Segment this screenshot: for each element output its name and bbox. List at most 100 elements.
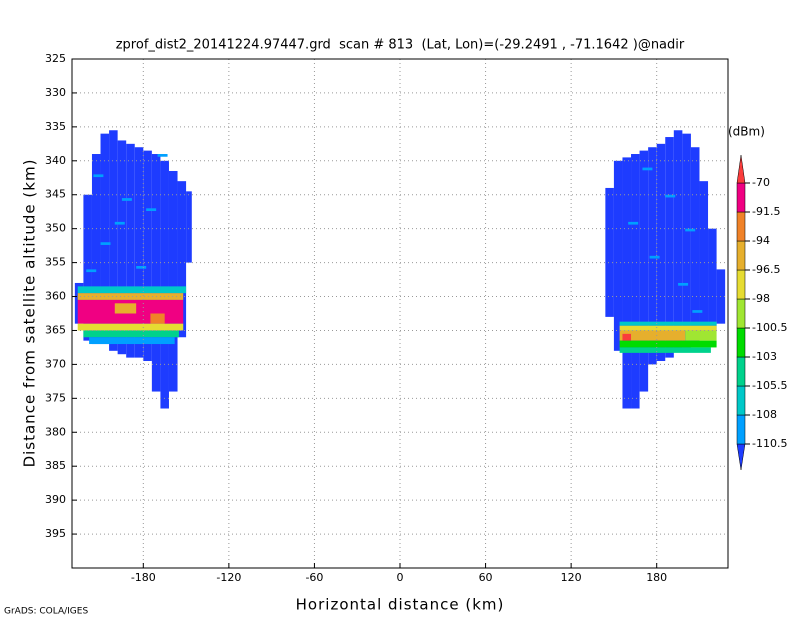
cell <box>605 187 614 317</box>
cell <box>77 293 184 300</box>
colorbar-band <box>736 327 746 358</box>
cell <box>619 330 686 341</box>
y-tick-label: 380 <box>45 425 66 438</box>
y-tick-label: 345 <box>45 188 66 201</box>
cell <box>77 323 184 331</box>
cell <box>622 157 632 409</box>
y-tick-label: 390 <box>45 493 66 506</box>
y-axis-label: Distance from satellite altitude (km) <box>21 159 39 468</box>
y-tick-label: 355 <box>45 256 66 269</box>
colorbar-end <box>736 443 746 471</box>
colorbar-label: -105.5 <box>752 379 787 392</box>
colorbar-label: -70 <box>752 176 770 189</box>
cell <box>642 167 653 171</box>
y-tick-label: 375 <box>45 391 66 404</box>
cell <box>177 181 187 338</box>
cell <box>186 191 192 263</box>
cell <box>619 340 717 348</box>
cell <box>150 313 165 324</box>
cell <box>136 265 147 269</box>
cell <box>91 154 101 345</box>
colorbar-band <box>736 356 746 387</box>
cell <box>168 170 178 392</box>
colorbar-band <box>736 414 746 445</box>
plot-frame <box>71 58 729 569</box>
cell <box>619 321 717 326</box>
cell <box>143 150 152 362</box>
cell <box>157 154 168 157</box>
cell <box>151 154 161 392</box>
cell <box>160 160 169 409</box>
colorbar-label: -98 <box>752 292 770 305</box>
cell <box>77 286 187 294</box>
colorbar-unit: (dBm) <box>728 125 765 139</box>
y-tick-label: 340 <box>45 154 66 167</box>
cell <box>685 228 696 232</box>
cell <box>673 130 683 351</box>
cell <box>114 221 125 225</box>
colorbar-label: -108 <box>752 408 777 421</box>
cell <box>699 181 709 338</box>
cell <box>114 303 137 314</box>
cell <box>89 337 175 345</box>
colorbar-label: -94 <box>752 234 770 247</box>
cell <box>656 143 666 362</box>
cell <box>109 130 118 351</box>
colorbar-label: -110.5 <box>752 437 787 450</box>
y-tick-label: 325 <box>45 52 66 65</box>
cell <box>619 325 717 331</box>
x-tick-label: -60 <box>305 571 323 584</box>
y-tick-label: 350 <box>45 222 66 235</box>
y-tick-label: 365 <box>45 323 66 336</box>
colorbar-band <box>736 182 746 213</box>
cell <box>639 150 649 392</box>
cell <box>622 333 632 341</box>
y-tick-label: 330 <box>45 86 66 99</box>
colorbar-band <box>736 211 746 242</box>
cell <box>665 137 674 358</box>
x-tick-label: -120 <box>216 571 241 584</box>
colorbar-band <box>736 269 746 300</box>
colorbar-end <box>736 154 746 184</box>
cell <box>631 154 640 409</box>
chart-title: zprof_dist2_20141224.97447.grd scan # 81… <box>116 38 685 53</box>
y-tick-label: 395 <box>45 527 66 540</box>
colorbar-label: -91.5 <box>752 205 780 218</box>
x-tick-label: 60 <box>479 571 493 584</box>
cell <box>619 347 711 353</box>
x-tick-label: 120 <box>561 571 582 584</box>
cell <box>613 160 623 351</box>
cell <box>146 208 157 212</box>
x-tick-label: -180 <box>131 571 156 584</box>
y-tick-label: 360 <box>45 290 66 303</box>
cell <box>685 330 717 341</box>
cell <box>117 140 127 355</box>
cell <box>665 194 676 198</box>
cell <box>690 147 700 345</box>
cell <box>678 282 689 286</box>
y-tick-label: 370 <box>45 357 66 370</box>
cell <box>682 133 691 348</box>
cell <box>93 174 104 178</box>
colorbar-label: -103 <box>752 350 777 363</box>
y-tick-label: 385 <box>45 459 66 472</box>
x-axis-label: Horizontal distance (km) <box>296 596 505 614</box>
cell <box>692 310 703 313</box>
y-tick-label: 335 <box>45 120 66 133</box>
colorbar-label: -100.5 <box>752 321 787 334</box>
cell <box>121 198 132 201</box>
colorbar-band <box>736 298 746 329</box>
cell <box>134 147 144 358</box>
cell <box>83 330 179 338</box>
cell <box>100 133 110 345</box>
colorbar-band <box>736 240 746 271</box>
x-tick-label: 0 <box>397 571 404 584</box>
footer: GrADS: COLA/IGES <box>4 607 88 617</box>
colorbar-label: -96.5 <box>752 263 780 276</box>
cell <box>86 269 97 273</box>
cell <box>126 143 135 358</box>
colorbar-band <box>736 385 746 416</box>
cell <box>708 228 717 331</box>
x-tick-label: 180 <box>646 571 667 584</box>
